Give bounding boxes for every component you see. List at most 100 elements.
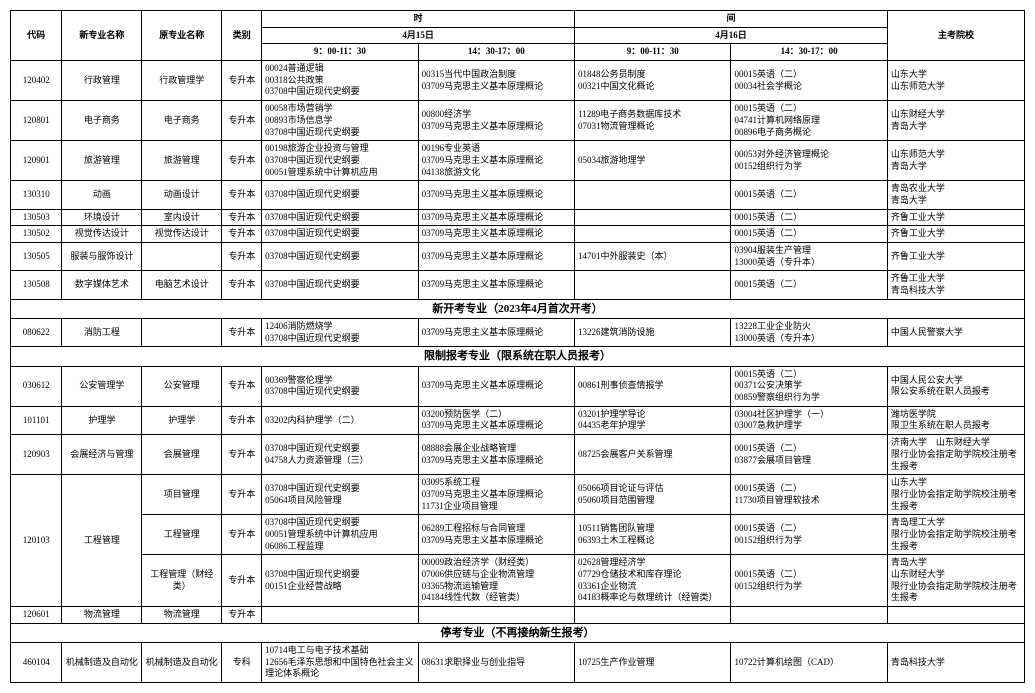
- cell-old-major: 护理学: [142, 406, 222, 434]
- cell-code: 130505: [11, 243, 62, 271]
- cell-slot2: 08631求职择业与创业指导: [418, 643, 574, 683]
- cell-school: 济南大学 山东财经大学限行业协会指定助学院校注册考生报考: [887, 435, 1024, 475]
- cell-slot2: 03709马克思主义基本原理概论: [418, 209, 574, 226]
- table-row: 120901旅游管理旅游管理专升本00198旅游企业投资与管理03708中国近现…: [11, 141, 1025, 181]
- header-old-major: 原专业名称: [142, 11, 222, 61]
- cell-type: 专升本: [222, 181, 262, 209]
- cell-type: 专升本: [222, 366, 262, 406]
- header-code: 代码: [11, 11, 62, 61]
- cell-slot1: 03708中国近现代史纲要00051管理系统中计算机应用06086工程监理: [262, 515, 418, 555]
- header-slot4: 14：30-17：00: [731, 44, 887, 61]
- cell-slot3: 05034旅游地理学: [575, 141, 731, 181]
- cell-type: 专升本: [222, 515, 262, 555]
- cell-slot4: 03004社区护理学（一）03007急救护理学: [731, 406, 887, 434]
- cell-slot2: 03709马克思主义基本原理概论: [418, 271, 574, 299]
- cell-new-major: 视觉传达设计: [62, 226, 142, 243]
- cell-slot1: 03708中国近现代史纲要: [262, 209, 418, 226]
- cell-slot3: 13226建筑消防设施: [575, 319, 731, 347]
- table-row: 130310动画动画设计专升本03708中国近现代史纲要03709马克思主义基本…: [11, 181, 1025, 209]
- cell-new-major: 电子商务: [62, 101, 142, 141]
- cell-slot2: 06289工程招标与合同管理03709马克思主义基本原理概论: [418, 515, 574, 555]
- cell-old-major: 公安管理: [142, 366, 222, 406]
- cell-new-major: 行政管理: [62, 61, 142, 101]
- cell-code: 130502: [11, 226, 62, 243]
- cell-slot4: 00015英语（二）: [731, 271, 887, 299]
- cell-code: 130508: [11, 271, 62, 299]
- cell-slot1: 12406消防燃烧学03708中国近现代史纲要: [262, 319, 418, 347]
- cell-school: 山东大学山东师范大学: [887, 61, 1024, 101]
- cell-old-major: [142, 319, 222, 347]
- cell-slot2: 00009政治经济学（财经类）07006供应链与企业物流管理03365物流运输管…: [418, 555, 574, 607]
- cell-slot2: 00800经济学03709马克思主义基本原理概论: [418, 101, 574, 141]
- cell-old-major: 项目管理: [142, 475, 222, 515]
- cell-school: [887, 607, 1024, 624]
- cell-code: 080622: [11, 319, 62, 347]
- header-type: 类别: [222, 11, 262, 61]
- cell-slot2: 03709马克思主义基本原理概论: [418, 243, 574, 271]
- cell-slot4: 00015英语（二）: [731, 209, 887, 226]
- cell-type: 专升本: [222, 209, 262, 226]
- cell-slot2: 00196专业英语03709马克思主义基本原理概论04138旅游文化: [418, 141, 574, 181]
- cell-slot1: 10714电工与电子技术基础12656毛泽东思想和中国特色社会主义理论体系概论: [262, 643, 418, 683]
- cell-code: 120601: [11, 607, 62, 624]
- cell-slot3: 10511销售团队管理06393土木工程概论: [575, 515, 731, 555]
- cell-slot4: 00015英语（二）00152组织行为学: [731, 515, 887, 555]
- section-discontinued: 停考专业（不再接纳新生报考）: [11, 623, 1025, 642]
- cell-slot2: 03709马克思主义基本原理概论: [418, 226, 574, 243]
- table-row: 130502视觉传达设计视觉传达设计专升本03708中国近现代史纲要03709马…: [11, 226, 1025, 243]
- cell-type: 专升本: [222, 475, 262, 515]
- cell-slot2: 03709马克思主义基本原理概论: [418, 366, 574, 406]
- cell-slot3: 05066项目论证与评估05060项目范围管理: [575, 475, 731, 515]
- cell-school: 齐鲁工业大学青岛科技大学: [887, 271, 1024, 299]
- cell-code: 030612: [11, 366, 62, 406]
- section-new-majors: 新开考专业（2023年4月首次开考）: [11, 299, 1025, 318]
- cell-type: 专升本: [222, 406, 262, 434]
- cell-old-major: 物流管理: [142, 607, 222, 624]
- cell-slot1: 00024普通逻辑00318公共政策03708中国近现代史纲要: [262, 61, 418, 101]
- cell-slot3: 02628管理经济学07729仓储技术和库存理论03361企业物流04183概率…: [575, 555, 731, 607]
- cell-slot1: 00198旅游企业投资与管理03708中国近现代史纲要00051管理系统中计算机…: [262, 141, 418, 181]
- cell-type: 专科: [222, 643, 262, 683]
- cell-slot3: [575, 226, 731, 243]
- cell-school: 青岛大学山东财经大学限行业协会指定助学院校注册考生报考: [887, 555, 1024, 607]
- cell-slot4: 00015英语（二）00371公安决策学00859警察组织行为学: [731, 366, 887, 406]
- cell-old-major: 电脑艺术设计: [142, 271, 222, 299]
- cell-slot4: 00015英语（二）04741计算机网络原理00896电子商务概论: [731, 101, 887, 141]
- cell-new-major: 数字媒体艺术: [62, 271, 142, 299]
- cell-old-major: [142, 243, 222, 271]
- cell-school: 中国人民警察大学: [887, 319, 1024, 347]
- cell-slot2: [418, 607, 574, 624]
- cell-slot2: 03095系统工程03709马克思主义基本原理概论11731企业项目管理: [418, 475, 574, 515]
- cell-new-major: 消防工程: [62, 319, 142, 347]
- cell-school: 齐鲁工业大学: [887, 226, 1024, 243]
- table-row: 120402行政管理行政管理学专升本00024普通逻辑00318公共政策0370…: [11, 61, 1025, 101]
- cell-type: 专升本: [222, 61, 262, 101]
- cell-school: 青岛农业大学青岛大学: [887, 181, 1024, 209]
- cell-slot4: 00015英语（二）03877会展项目管理: [731, 435, 887, 475]
- cell-code: 130503: [11, 209, 62, 226]
- cell-old-major: 会展管理: [142, 435, 222, 475]
- table-row: 120601物流管理物流管理专升本: [11, 607, 1025, 624]
- cell-old-major: 室内设计: [142, 209, 222, 226]
- cell-slot3: [575, 271, 731, 299]
- cell-slot1: 03708中国近现代史纲要00151企业经营战略: [262, 555, 418, 607]
- cell-slot4: 03904服装生产管理13000英语（专升本）: [731, 243, 887, 271]
- cell-code: 460104: [11, 643, 62, 683]
- cell-slot3: 03201护理学导论04435老年护理学: [575, 406, 731, 434]
- header-gap: 间: [575, 11, 888, 28]
- cell-slot2: 03709马克思主义基本原理概论: [418, 181, 574, 209]
- table-row: 080622消防工程专升本12406消防燃烧学03708中国近现代史纲要0370…: [11, 319, 1025, 347]
- cell-slot4: 00015英语（二）11730项目管理软技术: [731, 475, 887, 515]
- header-slot2: 14：30-17：00: [418, 44, 574, 61]
- cell-slot1: 03708中国近现代史纲要: [262, 271, 418, 299]
- cell-slot1: 00369警察伦理学03708中国近现代史纲要: [262, 366, 418, 406]
- cell-old-major: 工程管理: [142, 515, 222, 555]
- cell-code: 120801: [11, 101, 62, 141]
- cell-slot3: 10725生产作业管理: [575, 643, 731, 683]
- cell-school: 齐鲁工业大学: [887, 209, 1024, 226]
- cell-slot1: 03708中国近现代史纲要: [262, 243, 418, 271]
- cell-code: 120901: [11, 141, 62, 181]
- cell-type: 专升本: [222, 101, 262, 141]
- cell-type: 专升本: [222, 435, 262, 475]
- cell-new-major: 环境设计: [62, 209, 142, 226]
